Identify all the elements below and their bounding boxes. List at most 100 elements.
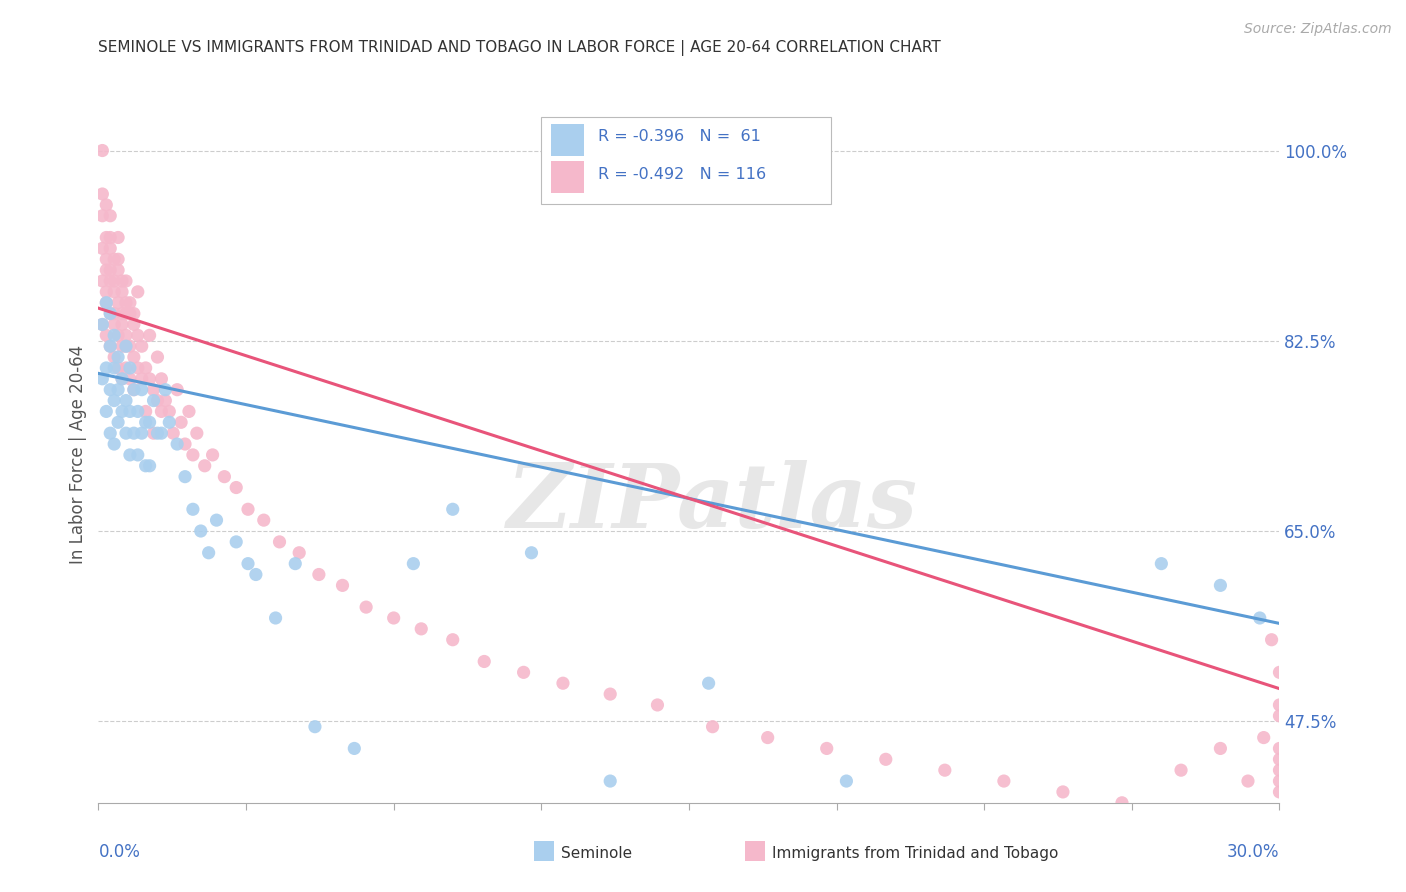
Point	[118, 307, 141, 321]
Point	[96, 295, 118, 310]
Point	[111, 372, 134, 386]
Point	[1268, 752, 1291, 766]
Point	[304, 720, 326, 734]
Point	[1052, 785, 1074, 799]
Point	[269, 534, 291, 549]
Point	[170, 415, 193, 429]
Point	[115, 339, 138, 353]
Point	[96, 295, 118, 310]
Point	[103, 252, 125, 267]
Point	[115, 360, 138, 375]
Point	[115, 393, 138, 408]
Point	[135, 458, 157, 473]
Point	[111, 318, 134, 332]
Point	[127, 328, 149, 343]
Point	[107, 263, 129, 277]
Point	[354, 600, 377, 615]
Point	[142, 393, 165, 408]
Point	[122, 426, 145, 441]
Point	[174, 437, 197, 451]
Point	[111, 339, 134, 353]
Point	[150, 404, 173, 418]
Y-axis label: In Labor Force | Age 20-64: In Labor Force | Age 20-64	[69, 345, 87, 565]
Point	[107, 350, 129, 364]
Point	[332, 578, 354, 592]
Point	[835, 774, 858, 789]
Point	[111, 285, 134, 299]
Point	[118, 372, 141, 386]
Point	[103, 350, 125, 364]
Point	[131, 426, 153, 441]
Point	[599, 774, 621, 789]
Point	[155, 383, 177, 397]
Point	[647, 698, 669, 712]
Point	[115, 274, 138, 288]
Point	[103, 285, 125, 299]
Point	[1209, 578, 1232, 592]
Point	[1170, 763, 1192, 777]
Point	[225, 534, 247, 549]
Point	[115, 295, 138, 310]
Point	[288, 546, 311, 560]
Point	[236, 557, 259, 571]
Point	[441, 502, 464, 516]
Point	[253, 513, 276, 527]
Point	[98, 383, 121, 397]
Point	[512, 665, 534, 680]
Point	[157, 415, 180, 429]
Point	[411, 622, 433, 636]
Point	[155, 393, 177, 408]
Text: 30.0%: 30.0%	[1227, 843, 1279, 861]
Point	[1268, 665, 1291, 680]
Point	[190, 524, 212, 538]
Point	[1260, 632, 1282, 647]
Point	[118, 339, 141, 353]
Point	[551, 676, 574, 690]
Point	[264, 611, 287, 625]
Point	[194, 458, 217, 473]
Point	[103, 307, 125, 321]
Point	[177, 404, 200, 418]
Point	[181, 448, 204, 462]
Point	[111, 404, 134, 418]
Point	[91, 241, 114, 255]
Point	[103, 318, 125, 332]
Point	[118, 448, 141, 462]
Point	[135, 360, 157, 375]
Point	[1253, 731, 1275, 745]
Point	[343, 741, 366, 756]
Point	[1268, 708, 1291, 723]
Point	[91, 318, 114, 332]
Point	[1268, 785, 1291, 799]
Point	[131, 339, 153, 353]
Point	[875, 752, 897, 766]
FancyBboxPatch shape	[551, 161, 583, 193]
Text: Immigrants from Trinidad and Tobago: Immigrants from Trinidad and Tobago	[772, 847, 1059, 861]
Point	[131, 383, 153, 397]
Point	[214, 469, 236, 483]
Point	[142, 383, 165, 397]
Point	[472, 655, 495, 669]
Point	[135, 415, 157, 429]
Point	[174, 469, 197, 483]
FancyBboxPatch shape	[551, 124, 583, 156]
Point	[1268, 774, 1291, 789]
Text: 0.0%: 0.0%	[98, 843, 141, 861]
Point	[181, 502, 204, 516]
Point	[146, 426, 169, 441]
Text: ZIPatlas: ZIPatlas	[508, 460, 918, 547]
Point	[142, 426, 165, 441]
Point	[201, 448, 224, 462]
Point	[96, 263, 118, 277]
Point	[135, 404, 157, 418]
Point	[98, 263, 121, 277]
Point	[122, 383, 145, 397]
Point	[150, 372, 173, 386]
Point	[122, 383, 145, 397]
Point	[96, 328, 118, 343]
Point	[122, 350, 145, 364]
Point	[702, 720, 724, 734]
Point	[138, 328, 160, 343]
Point	[103, 360, 125, 375]
Point	[111, 307, 134, 321]
